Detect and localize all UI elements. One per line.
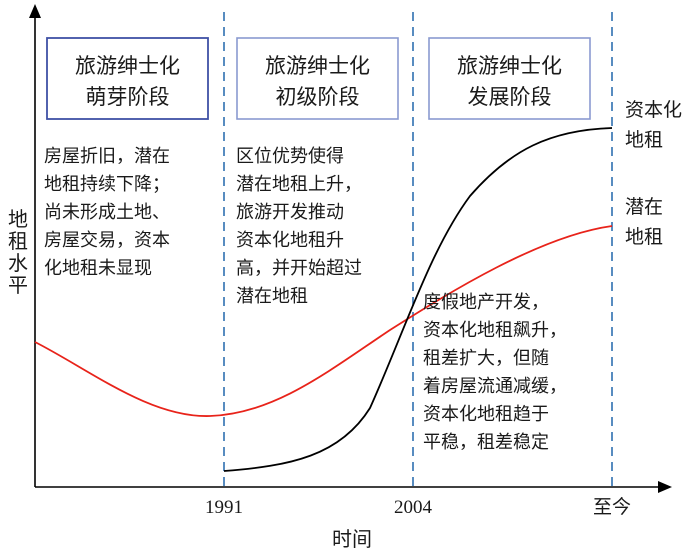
x-axis-arrow-icon bbox=[658, 481, 672, 493]
tick-label-2004: 2004 bbox=[394, 497, 433, 518]
stage-dividers bbox=[223, 12, 613, 487]
stage-2-title: 旅游绅士化 bbox=[265, 54, 370, 78]
stage-2-subtitle: 初级阶段 bbox=[276, 85, 360, 109]
stage-box-2: 旅游绅士化 初级阶段 bbox=[236, 37, 399, 120]
tick-label-1991: 1991 bbox=[205, 497, 243, 518]
stage-3-subtitle: 发展阶段 bbox=[468, 85, 552, 109]
y-axis-label: 地 租 水 平 bbox=[8, 207, 34, 297]
y-axis-arrow-icon bbox=[29, 4, 41, 18]
stage-box-1: 旅游绅士化 萌芽阶段 bbox=[46, 37, 209, 120]
stage-2-description: 区位优势使得 潜在地租上升， 旅游开发推动 资本化地租升 高，并开始超过 潜在地… bbox=[236, 146, 368, 307]
stage-3-title: 旅游绅士化 bbox=[457, 54, 562, 78]
stage-3-description: 度假地产开发， 资本化地租飙升， 租差扩大，但随 着房屋流通减缓， 资本化地租趋… bbox=[423, 292, 573, 453]
stage-1-description: 房屋折旧，潜在 地租持续下降； 尚未形成土地、 房屋交易，资本 化地租未显现 bbox=[44, 146, 176, 279]
stage-1-subtitle: 萌芽阶段 bbox=[86, 85, 170, 109]
capitalized-rent-curve bbox=[223, 127, 613, 472]
stage-1-title: 旅游绅士化 bbox=[75, 54, 180, 78]
capitalized-rent-label: 资本化 地租 bbox=[625, 99, 688, 151]
x-axis-label: 时间 bbox=[332, 527, 372, 551]
potential-rent-curve bbox=[34, 225, 613, 417]
stage-box-3: 旅游绅士化 发展阶段 bbox=[428, 37, 591, 120]
tick-label-present: 至今 bbox=[593, 496, 631, 518]
potential-rent-label: 潜在 地租 bbox=[625, 196, 669, 248]
axes bbox=[29, 4, 672, 493]
